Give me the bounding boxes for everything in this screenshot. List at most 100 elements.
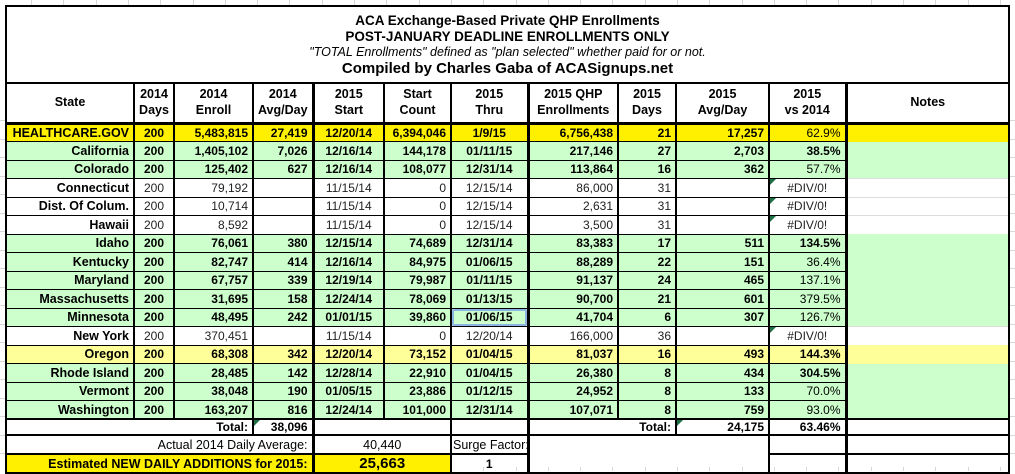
cell-2014-avg-day[interactable]: 627 [252, 159, 313, 179]
cell-2014-enroll[interactable]: 163,207 [173, 400, 253, 419]
cell-2014-enroll[interactable]: 38,048 [173, 381, 253, 401]
cell-2015-qhp-enrollments[interactable]: 91,137 [526, 270, 618, 290]
cell-2014-avg-day[interactable]: 342 [252, 344, 313, 364]
cell-start-count[interactable]: 0 [383, 326, 451, 345]
header-notes[interactable]: Notes [844, 83, 1009, 125]
cell-2015-days[interactable]: 31 [617, 178, 676, 197]
cell-start-count[interactable]: 0 [383, 178, 451, 197]
cell-2014-avg-day[interactable]: 414 [252, 252, 313, 271]
cell-state[interactable]: Maryland [6, 270, 134, 290]
cell-2015-avg-day[interactable]: 133 [675, 381, 769, 401]
cell-start-count[interactable]: 144,178 [383, 141, 451, 160]
cell-state[interactable]: Dist. Of Colum. [6, 196, 134, 216]
footer-blank-notes-2[interactable] [844, 453, 1009, 473]
cell-2014-days[interactable]: 200 [133, 270, 174, 290]
title-block[interactable]: ACA Exchange-Based Private QHP Enrollmen… [6, 6, 1009, 84]
cell-2015-qhp-enrollments[interactable]: 88,289 [526, 252, 618, 271]
surge-factor-label[interactable]: Surge Factor: [450, 434, 528, 454]
footer-blank-vs-1[interactable] [768, 434, 846, 454]
header-2015-qhp-enrollments[interactable]: 2015 QHP Enrollments [526, 83, 618, 125]
cell-2015-start[interactable]: 12/16/14 [311, 252, 384, 271]
cell-2015-vs-2014[interactable]: 38.5% [768, 141, 846, 160]
total-avg-day-2015[interactable]: 24,175 [675, 418, 769, 436]
surge-factor-value[interactable]: 1 [450, 453, 528, 473]
cell-2015-avg-day[interactable]: 601 [675, 289, 769, 308]
cell-2014-days[interactable]: 200 [133, 141, 174, 160]
cell-notes[interactable] [844, 400, 1009, 419]
cell-2015-vs-2014[interactable]: 379.5% [768, 289, 846, 308]
cell-2014-enroll[interactable]: 10,714 [173, 196, 253, 216]
cell-2014-enroll[interactable]: 68,308 [173, 344, 253, 364]
cell-2015-vs-2014[interactable]: 57.7% [768, 159, 846, 179]
cell-notes[interactable] [844, 326, 1009, 345]
cell-2015-start[interactable]: 12/28/14 [311, 363, 384, 382]
cell-2015-avg-day[interactable] [675, 196, 769, 216]
cell-start-count[interactable]: 39,860 [383, 307, 451, 327]
cell-2015-thru[interactable]: 12/31/14 [450, 400, 528, 419]
cell-2014-days[interactable]: 200 [133, 400, 174, 419]
total-avg-day-2014[interactable]: 38,096 [252, 418, 313, 436]
total-label-2014[interactable]: Total: [6, 418, 253, 436]
cell-2015-qhp-enrollments[interactable]: 83,383 [526, 233, 618, 253]
cell-start-count[interactable]: 0 [383, 196, 451, 216]
cell-2015-vs-2014[interactable]: #DIV/0! [768, 326, 846, 345]
cell-2015-avg-day[interactable]: 17,257 [675, 122, 769, 142]
total-blank-2[interactable] [450, 418, 528, 436]
cell-2015-days[interactable]: 6 [617, 307, 676, 327]
total-label-2015[interactable]: Total: [526, 418, 676, 436]
total-blank-1[interactable] [311, 418, 451, 436]
cell-state[interactable]: Hawaii [6, 215, 134, 234]
cell-2014-avg-day[interactable]: 27,419 [252, 122, 313, 142]
cell-2015-avg-day[interactable] [675, 215, 769, 234]
cell-state[interactable]: Colorado [6, 159, 134, 179]
cell-2015-start[interactable]: 01/05/15 [311, 381, 384, 401]
cell-2015-avg-day[interactable]: 151 [675, 252, 769, 271]
cell-2015-thru[interactable]: 01/11/15 [450, 270, 528, 290]
cell-2015-thru[interactable]: 12/15/14 [450, 178, 528, 197]
header-2015-vs-2014[interactable]: 2015 vs 2014 [768, 83, 846, 125]
total-vs-2014[interactable]: 63.46% [768, 418, 846, 436]
cell-2015-thru[interactable]: 12/31/14 [450, 233, 528, 253]
cell-2014-days[interactable]: 200 [133, 289, 174, 308]
cell-2015-avg-day[interactable] [675, 178, 769, 197]
cell-2014-days[interactable]: 200 [133, 344, 174, 364]
cell-2015-thru[interactable]: 12/15/14 [450, 196, 528, 216]
cell-2014-avg-day[interactable]: 380 [252, 233, 313, 253]
cell-state[interactable]: Kentucky [6, 252, 134, 271]
cell-2014-enroll[interactable]: 28,485 [173, 363, 253, 382]
cell-2015-thru[interactable]: 01/12/15 [450, 381, 528, 401]
actual-2014-average-label[interactable]: Actual 2014 Daily Average: [6, 434, 313, 454]
cell-2015-vs-2014[interactable]: 70.0% [768, 381, 846, 401]
cell-notes[interactable] [844, 252, 1009, 271]
cell-2015-avg-day[interactable]: 759 [675, 400, 769, 419]
header-start-count[interactable]: Start Count [383, 83, 451, 125]
cell-2014-avg-day[interactable]: 142 [252, 363, 313, 382]
cell-2015-qhp-enrollments[interactable]: 90,700 [526, 289, 618, 308]
cell-2015-thru[interactable]: 01/04/15 [450, 344, 528, 364]
cell-2014-days[interactable]: 200 [133, 363, 174, 382]
cell-2015-start[interactable]: 12/24/14 [311, 289, 384, 308]
cell-2015-start[interactable]: 11/15/14 [311, 215, 384, 234]
cell-2015-thru[interactable]: 12/20/14 [450, 326, 528, 345]
cell-notes[interactable] [844, 308, 1009, 327]
cell-2015-days[interactable]: 8 [617, 363, 676, 382]
cell-2014-days[interactable]: 200 [133, 215, 174, 234]
cell-2015-days[interactable]: 17 [617, 233, 676, 253]
cell-2015-avg-day[interactable]: 465 [675, 270, 769, 290]
cell-2015-start[interactable]: 12/24/14 [311, 400, 384, 419]
cell-2015-days[interactable]: 21 [617, 122, 676, 142]
cell-2015-avg-day[interactable] [675, 326, 769, 345]
cell-start-count[interactable]: 6,394,046 [383, 122, 451, 142]
cell-start-count[interactable]: 78,069 [383, 289, 451, 308]
cell-2015-qhp-enrollments[interactable]: 217,146 [526, 141, 618, 160]
cell-start-count[interactable]: 108,077 [383, 159, 451, 179]
header-2015-start[interactable]: 2015 Start [311, 83, 384, 125]
cell-2015-start[interactable]: 12/16/14 [311, 159, 384, 179]
cell-notes[interactable] [844, 345, 1009, 364]
cell-2015-days[interactable]: 8 [617, 400, 676, 419]
footer-blank-merged[interactable] [526, 434, 769, 473]
cell-state[interactable]: California [6, 141, 134, 160]
header-2015-days[interactable]: 2015 Days [617, 83, 676, 125]
cell-notes[interactable] [844, 271, 1009, 290]
cell-2015-start[interactable]: 11/15/14 [311, 196, 384, 216]
